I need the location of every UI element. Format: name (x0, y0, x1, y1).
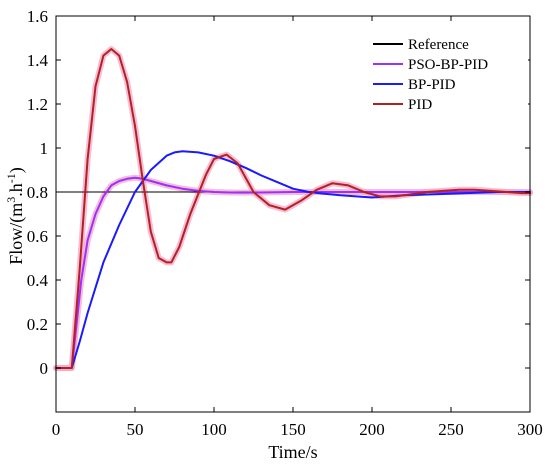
y-axis-title: Flow/(m3.h-1) (4, 167, 27, 265)
x-tick-label: 50 (127, 420, 144, 439)
x-tick-label: 200 (359, 420, 385, 439)
x-tick-label: 300 (517, 420, 543, 439)
x-tick-label: 0 (52, 420, 61, 439)
y-tick-label: 0.4 (27, 271, 49, 290)
y-tick-label: 0.2 (27, 315, 48, 334)
series-layer (55, 48, 531, 369)
x-axis-title: Time/s (268, 442, 317, 462)
y-axis-title-mid: .h (6, 183, 26, 197)
y-tick-label: 0.8 (27, 183, 48, 202)
y-axis-title-sup-2: -1 (4, 173, 18, 183)
y-tick-label: 1.4 (27, 51, 49, 70)
x-tick-label: 250 (438, 420, 464, 439)
y-axis-title-prefix: Flow/(m (6, 203, 27, 265)
series-line-pid (55, 48, 531, 369)
x-tick-label: 100 (201, 420, 227, 439)
y-axis-title-sup-1: 3 (4, 197, 18, 203)
y-tick-label: 0.6 (27, 227, 48, 246)
y-tick-label: 1.6 (27, 7, 48, 26)
y-tick-label: 0 (40, 359, 49, 378)
legend-label-pso-bp-pid: PSO-BP-PID (408, 57, 488, 73)
series-line-pso-bp-pid (55, 176, 531, 369)
y-tick-label: 1.2 (27, 95, 48, 114)
legend-label-pid: PID (408, 97, 432, 113)
y-axis-title-suffix: ) (6, 167, 27, 173)
legend-label-reference: Reference (408, 37, 469, 53)
x-tick-label: 150 (280, 420, 306, 439)
legend: Reference PSO-BP-PID BP-PID PID (368, 32, 528, 118)
legend-label-bp-pid: BP-PID (408, 77, 456, 93)
y-tick-label: 1 (40, 139, 49, 158)
axis-tick-labels: 0 50 100 150 200 250 300 0 0.2 0.4 0.6 0.8 1 1.2 1.4 1.… (27, 7, 543, 439)
axis-ticks (55, 15, 531, 412)
series-line-bp-pid (55, 150, 531, 369)
